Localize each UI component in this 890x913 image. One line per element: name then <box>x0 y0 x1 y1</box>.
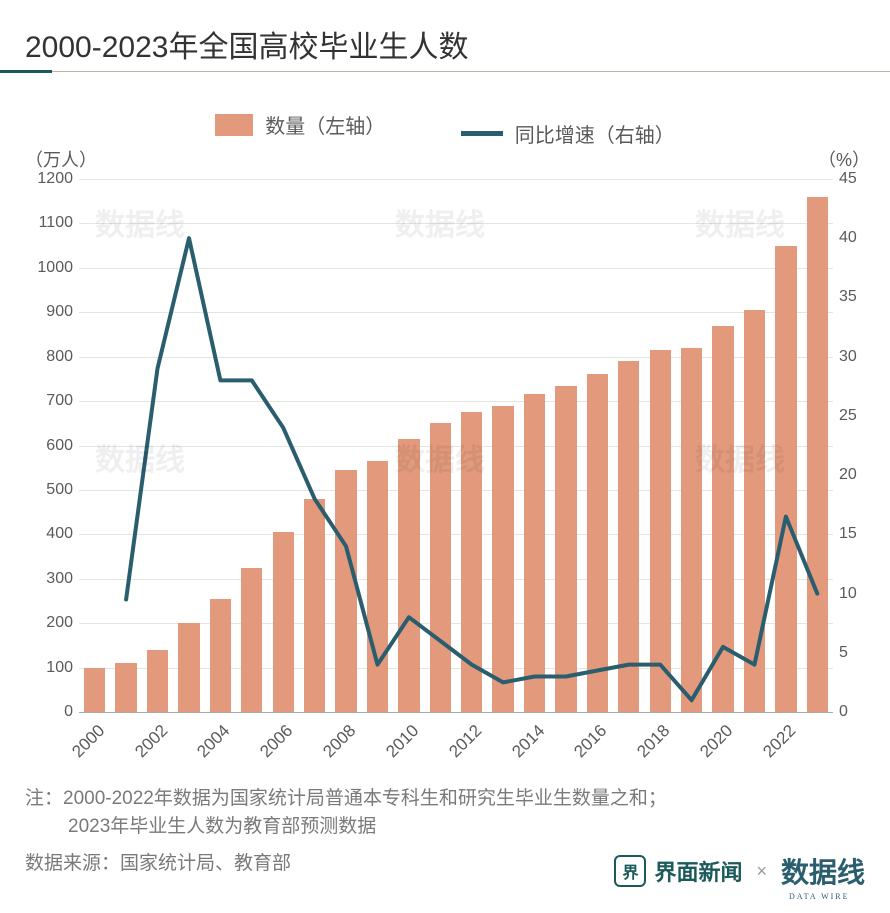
y-left-tick: 0 <box>23 703 73 721</box>
chart-title: 2000-2023年全国高校毕业生人数 <box>25 22 468 66</box>
y-right-tick: 45 <box>839 170 879 188</box>
line-swatch <box>461 131 503 136</box>
y-left-tick: 1000 <box>23 259 73 277</box>
y-right-tick: 10 <box>839 585 879 603</box>
y-left-tick: 400 <box>23 525 73 543</box>
x-tick: 2008 <box>319 721 360 762</box>
jiemian-icon: 界 <box>614 855 646 887</box>
datawire-logo: 数据线 DATA WIRE <box>781 851 865 891</box>
y-right-tick: 40 <box>839 229 879 247</box>
y-left-axis-label: （万人） <box>25 146 97 172</box>
y-right-tick: 35 <box>839 288 879 306</box>
x-axis-baseline <box>79 712 833 713</box>
line-series-svg <box>79 179 833 712</box>
x-tick: 2012 <box>445 721 486 762</box>
x-tick: 2004 <box>194 721 235 762</box>
y-right-tick: 5 <box>839 644 879 662</box>
legend-item-bar: 数量（左轴） <box>215 110 385 139</box>
x-tick: 2016 <box>571 721 612 762</box>
y-right-tick: 30 <box>839 348 879 366</box>
y-left-tick: 1100 <box>23 214 73 232</box>
legend-line-label: 同比增速（右轴） <box>515 119 675 148</box>
bar-swatch <box>215 114 253 136</box>
legend-item-line: 同比增速（右轴） <box>461 119 675 148</box>
y-left-tick: 200 <box>23 614 73 632</box>
jiemian-logo: 界 界面新闻 <box>614 855 742 887</box>
footer-logos: 界 界面新闻 × 数据线 DATA WIRE <box>614 851 865 891</box>
y-left-tick: 1200 <box>23 170 73 188</box>
x-tick: 2020 <box>696 721 737 762</box>
y-left-tick: 600 <box>23 437 73 455</box>
legend: 数量（左轴） 同比增速（右轴） <box>0 110 890 148</box>
y-left-tick: 300 <box>23 570 73 588</box>
x-tick: 2014 <box>508 721 549 762</box>
x-tick: 2002 <box>131 721 172 762</box>
data-source: 数据来源：国家统计局、教育部 <box>25 850 291 879</box>
y-left-tick: 800 <box>23 348 73 366</box>
y-right-tick: 15 <box>839 525 879 543</box>
y-left-tick: 700 <box>23 392 73 410</box>
legend-bar-label: 数量（左轴） <box>265 110 385 139</box>
y-right-tick: 0 <box>839 703 879 721</box>
note-line-1: 注：2000-2022年数据为国家统计局普通本专科生和研究生毕业生数量之和； <box>25 785 667 814</box>
note-line-2: 2023年毕业生人数为教育部预测数据 <box>68 813 376 842</box>
x-tick: 2022 <box>759 721 800 762</box>
logo-separator: × <box>756 861 767 882</box>
title-underline <box>0 70 890 73</box>
growth-line <box>126 238 817 700</box>
y-left-tick: 900 <box>23 303 73 321</box>
x-tick: 2006 <box>256 721 297 762</box>
y-right-tick: 20 <box>839 466 879 484</box>
y-left-tick: 100 <box>23 659 73 677</box>
x-tick: 2000 <box>68 721 109 762</box>
x-tick: 2010 <box>382 721 423 762</box>
y-right-axis-label: （%） <box>818 146 870 172</box>
x-tick: 2018 <box>633 721 674 762</box>
y-left-tick: 500 <box>23 481 73 499</box>
chart-plot-area: 0100200300400500600700800900100011001200… <box>79 179 833 712</box>
y-right-tick: 25 <box>839 407 879 425</box>
